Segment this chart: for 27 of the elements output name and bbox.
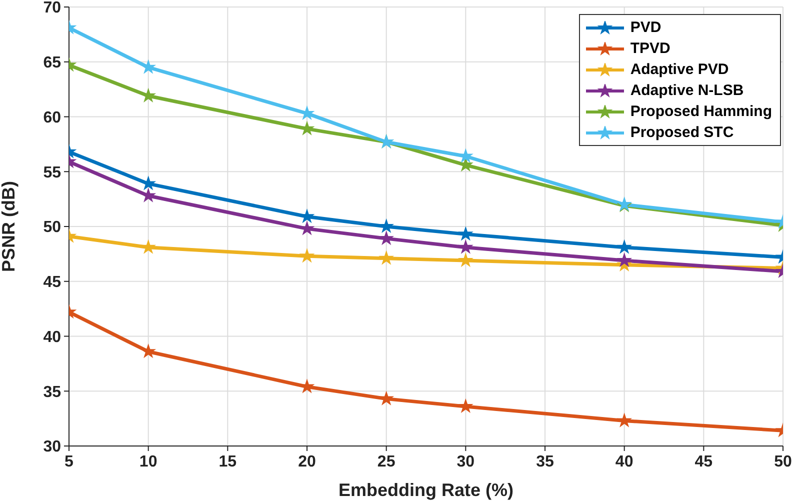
- y-tick-label: 40: [43, 328, 62, 346]
- x-tick-label: 10: [139, 453, 158, 470]
- y-tick-label: 35: [43, 384, 62, 401]
- legend-label: Proposed STC: [630, 124, 734, 141]
- legend-label: PVD: [630, 19, 662, 36]
- x-tick-label: 45: [694, 453, 713, 470]
- legend-label: Adaptive PVD: [630, 61, 729, 78]
- x-tick-label: 40: [615, 453, 634, 470]
- y-tick-label: 70: [43, 0, 62, 17]
- legend-label: Proposed Hamming: [630, 103, 772, 120]
- y-axis-title: PSNR (dB): [0, 181, 18, 272]
- x-tick-label: 15: [218, 453, 237, 470]
- legend-label: Adaptive N-LSB: [630, 82, 744, 99]
- y-tick-label: 50: [43, 219, 62, 236]
- y-tick-label: 65: [43, 54, 62, 72]
- legend-label: TPVD: [630, 40, 670, 57]
- y-tick-label: 60: [43, 109, 62, 126]
- x-axis-title: Embedding Rate (%): [338, 480, 514, 500]
- x-tick-label: 50: [774, 453, 792, 470]
- x-tick-label: 5: [64, 453, 74, 470]
- x-tick-label: 35: [536, 453, 554, 470]
- y-tick-label: 45: [43, 274, 62, 292]
- x-tick-label: 30: [456, 453, 475, 470]
- y-tick-label: 30: [43, 438, 62, 456]
- y-tick-label: 55: [43, 164, 62, 182]
- x-tick-label: 25: [377, 453, 396, 470]
- x-tick-label: 20: [298, 453, 316, 470]
